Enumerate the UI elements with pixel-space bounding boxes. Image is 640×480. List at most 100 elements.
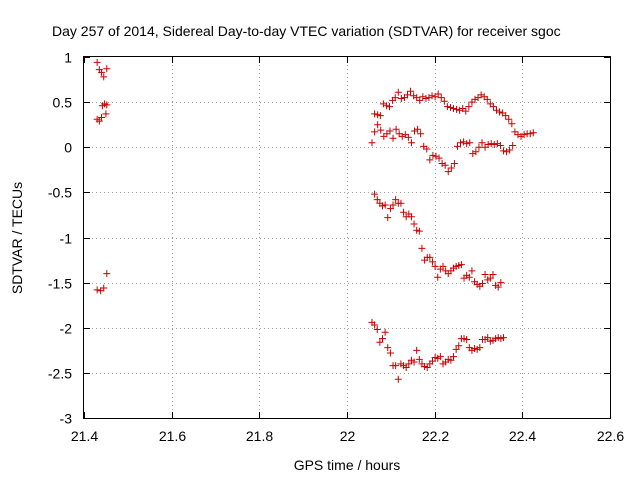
data-point (386, 127, 394, 135)
data-point (477, 91, 485, 99)
y-tick-label: -0.5 (48, 185, 72, 201)
x-tick-label: 21.4 (71, 428, 98, 444)
data-point (465, 273, 473, 281)
data-point (443, 103, 451, 111)
data-point (404, 133, 412, 141)
x-tick-label: 21.8 (246, 428, 273, 444)
data-point (435, 154, 443, 162)
data-point (415, 227, 423, 235)
data-point (463, 335, 471, 343)
data-point (509, 141, 517, 149)
data-point (465, 103, 473, 111)
data-point (407, 139, 415, 147)
data-point (402, 363, 410, 371)
data-point (425, 94, 433, 102)
axis-ticks: 21.4 21.6 21.8 22 22.2 22.4 22.6 1 0.5 0 -0.5 -1 -1.… (48, 50, 624, 445)
data-point (417, 130, 425, 138)
data-point (478, 280, 486, 288)
data-point (455, 342, 463, 350)
data-point (447, 356, 455, 364)
data-point (381, 201, 389, 209)
data-point (505, 115, 513, 123)
data-point (386, 205, 394, 213)
data-point (392, 125, 400, 133)
data-point (391, 94, 399, 102)
y-tick-label: -2.5 (48, 366, 72, 382)
data-point (389, 134, 397, 142)
data-point (526, 130, 534, 138)
data-point (478, 139, 486, 147)
data-point (382, 102, 390, 110)
data-point (434, 90, 442, 98)
x-axis-label: GPS time / hours (294, 457, 401, 473)
data-point (416, 96, 424, 104)
data-point (373, 326, 381, 334)
data-point (436, 353, 444, 361)
data-point (439, 262, 447, 270)
data-point (506, 146, 514, 154)
data-point (410, 92, 418, 100)
data-point (384, 344, 392, 352)
data-point (386, 349, 394, 357)
data-point (403, 91, 411, 99)
data-point (492, 106, 500, 114)
data-point (95, 117, 103, 125)
data-point (460, 138, 468, 146)
data-point (418, 244, 426, 252)
data-point (100, 73, 108, 81)
data-point (450, 104, 458, 112)
data-point (429, 151, 437, 159)
data-point (103, 65, 111, 73)
data-point (98, 113, 106, 121)
data-point (520, 131, 528, 139)
data-point (487, 140, 495, 148)
data-point (496, 108, 504, 116)
data-point (394, 88, 402, 96)
data-point (422, 95, 430, 103)
x-tick-label: 22 (340, 428, 356, 444)
data-point (376, 338, 384, 346)
y-tick-label: 1 (64, 50, 72, 66)
data-point (103, 270, 111, 278)
data-point (413, 346, 421, 354)
data-point (377, 126, 385, 134)
data-point (428, 357, 436, 365)
grid-lines (84, 57, 610, 418)
data-point (444, 168, 452, 176)
x-tick-label: 22.6 (597, 428, 624, 444)
chart-title: Day 257 of 2014, Sidereal Day-to-day VTE… (52, 23, 561, 39)
data-point (371, 190, 379, 198)
data-point (450, 353, 458, 361)
data-point (456, 106, 464, 114)
data-point (452, 345, 460, 353)
data-point (490, 141, 498, 149)
data-point (434, 273, 442, 281)
data-point (494, 283, 502, 291)
y-axis-label: SDTVAR / TECUs (9, 182, 25, 294)
data-points (93, 58, 537, 383)
data-point (489, 103, 497, 111)
data-point (431, 262, 439, 270)
data-point (103, 101, 111, 109)
data-point (457, 139, 465, 147)
data-point (457, 261, 465, 269)
data-point (423, 145, 431, 153)
y-tick-label: -1.5 (48, 276, 72, 292)
data-point (503, 148, 511, 156)
data-point (508, 120, 516, 128)
y-tick-label: -1 (60, 231, 73, 247)
y-tick-label: -2 (60, 321, 73, 337)
data-point (468, 267, 476, 275)
data-point (410, 220, 418, 228)
data-point (469, 150, 477, 158)
data-point (423, 363, 431, 371)
data-point (484, 334, 492, 342)
data-point (446, 104, 454, 112)
data-point (93, 58, 101, 66)
data-point (398, 132, 406, 140)
data-point (397, 199, 405, 207)
data-point (368, 139, 376, 147)
data-point (410, 358, 418, 366)
data-point (476, 344, 484, 352)
data-point (499, 147, 507, 155)
